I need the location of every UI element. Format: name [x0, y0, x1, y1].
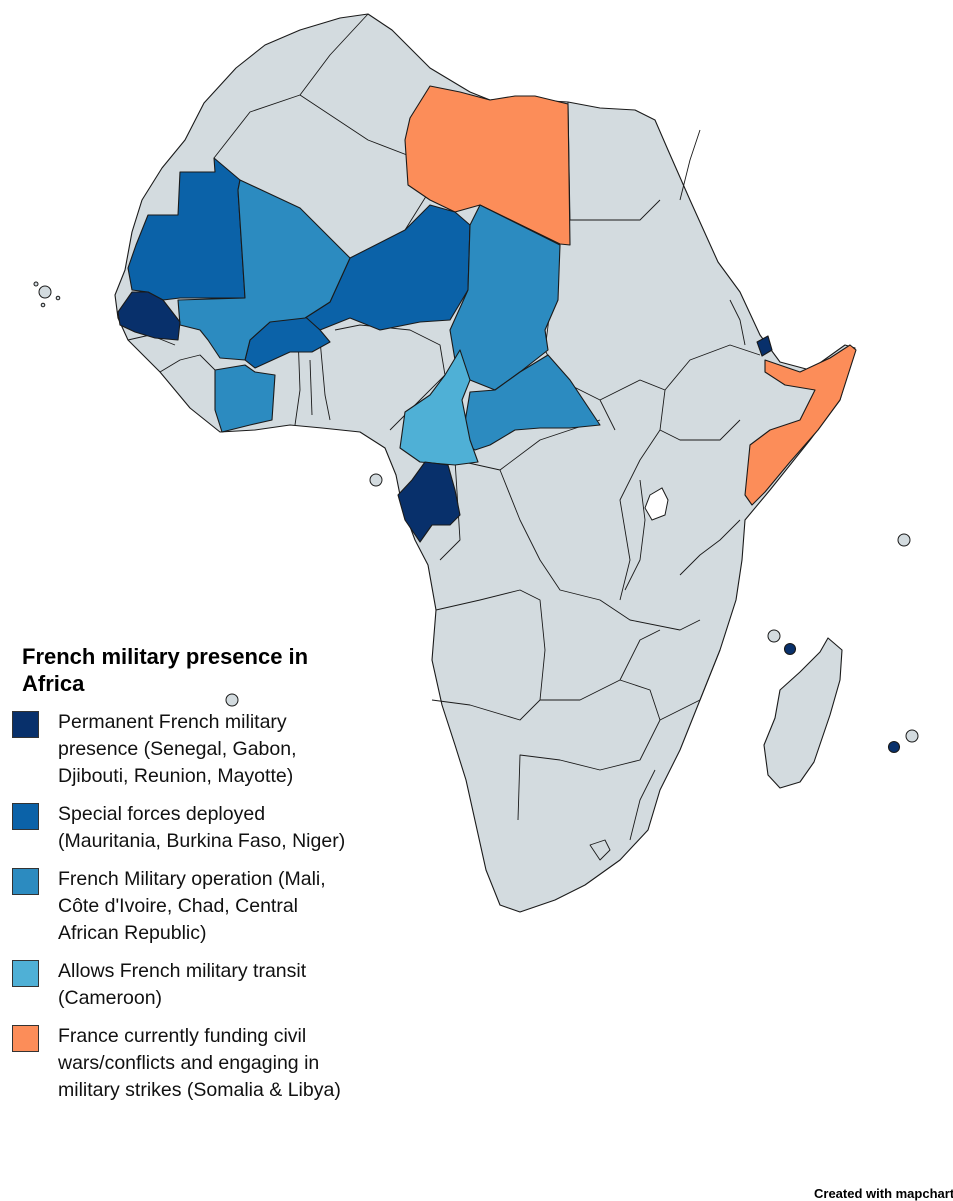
- mayotte: [783, 642, 797, 656]
- madagascar: [763, 637, 843, 789]
- country-mali: [177, 179, 351, 361]
- legend-swatch: [12, 803, 39, 830]
- legend-swatch: [12, 1025, 39, 1052]
- country-cote-divoire: [214, 364, 276, 433]
- legend-label: Special forces deployed (Mauritania, Bur…: [58, 803, 346, 852]
- legend-label: French Military operation (Mali, Côte d'…: [58, 868, 326, 944]
- islands: [33, 281, 919, 754]
- cape-verde: [38, 285, 52, 299]
- comoros: [767, 629, 781, 643]
- legend-item-operation: French Military operation (Mali, Côte d'…: [12, 866, 352, 947]
- legend-label: France currently funding civil wars/conf…: [58, 1025, 341, 1101]
- sao-tome: [369, 473, 383, 487]
- country-gabon: [397, 461, 461, 543]
- legend-item-special: Special forces deployed (Mauritania, Bur…: [12, 801, 352, 855]
- legend-label: Allows French military transit (Cameroon…: [58, 960, 307, 1009]
- highlighted-countries: [117, 85, 857, 543]
- legend: French military presence in Africa Perma…: [12, 643, 352, 1115]
- legend-swatch: [12, 711, 39, 738]
- legend-swatch: [12, 868, 39, 895]
- legend-item-transit: Allows French military transit (Cameroon…: [12, 958, 352, 1012]
- seychelles: [897, 533, 911, 547]
- legend-label: Permanent French military presence (Sene…: [58, 711, 297, 787]
- country-somalia: [744, 344, 857, 506]
- saint-helena: [225, 693, 239, 707]
- country-mauritania: [127, 157, 246, 301]
- legend-item-permanent: Permanent French military presence (Sene…: [12, 709, 352, 790]
- country-libya: [404, 85, 571, 246]
- country-car: [461, 354, 601, 451]
- legend-item-funding: France currently funding civil wars/conf…: [12, 1023, 352, 1104]
- legend-title: French military presence in Africa: [22, 644, 309, 696]
- legend-swatch: [12, 960, 39, 987]
- country-djibouti: [756, 335, 773, 357]
- lake-victoria: [644, 487, 669, 521]
- country-senegal: [117, 291, 181, 341]
- credit-text: Created with mapchart.net: [814, 1186, 953, 1201]
- mauritius: [905, 729, 919, 743]
- reunion: [887, 740, 901, 754]
